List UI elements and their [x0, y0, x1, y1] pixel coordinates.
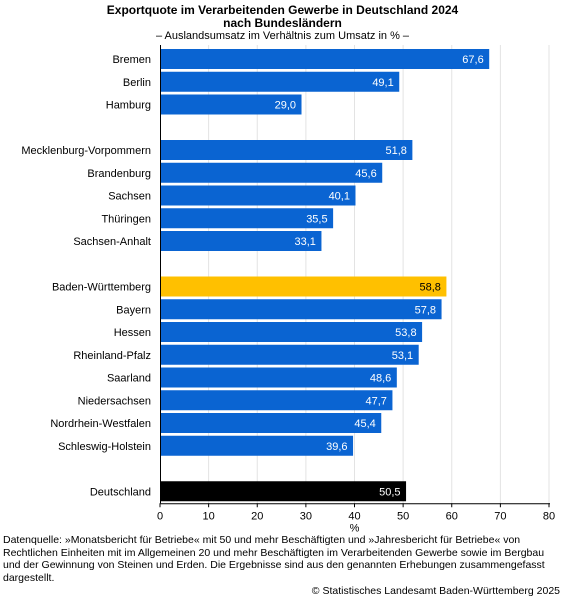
chart-subtitle: – Auslandsumsatz im Verhältnis zum Umsat… [155, 30, 410, 42]
category-label: Hamburg [106, 100, 151, 112]
category-label: Niedersachsen [78, 395, 151, 407]
bar-value-label: 47,7 [366, 395, 387, 407]
bar-value-label: 53,8 [395, 327, 416, 339]
bar [160, 435, 354, 456]
x-tick-label: 0 [157, 510, 163, 522]
bar-value-label: 53,1 [392, 350, 413, 362]
category-label: Sachsen [108, 191, 151, 203]
category-label: Bremen [112, 54, 151, 66]
bar-value-label: 35,5 [306, 213, 327, 225]
category-label: Nordrhein-Westfalen [50, 418, 151, 430]
x-tick-label: 40 [348, 510, 360, 522]
category-label: Brandenburg [87, 168, 151, 180]
bar-value-label: 45,4 [354, 418, 375, 430]
x-tick-label: 20 [251, 510, 263, 522]
bar [160, 413, 382, 433]
bar-value-label: 33,1 [295, 236, 316, 248]
bar [160, 140, 413, 160]
chart-title-line-2: nach Bundesländern [223, 16, 342, 30]
category-label: Saarland [107, 373, 151, 385]
bar-value-label: 51,8 [385, 145, 406, 157]
data-source-note: Datenquelle: »Monatsbericht für Betriebe… [3, 534, 545, 584]
x-tick-label: 80 [543, 510, 555, 522]
category-label: Berlin [123, 77, 151, 89]
bar-value-label: 40,1 [329, 191, 350, 203]
bar-value-label: 48,6 [370, 373, 391, 385]
bar [160, 49, 490, 69]
bar-chart: Bremen 67,6 Berlin 49,1 Hamburg 29,0 Mecklenbu… [21, 45, 555, 534]
category-label: Baden-Württemberg [52, 282, 151, 294]
x-tick-label: 50 [397, 510, 409, 522]
category-label: Sachsen-Anhalt [73, 236, 151, 248]
bar [160, 322, 423, 342]
x-axis-label: % [350, 522, 360, 534]
category-label: Mecklenburg-Vorpommern [21, 145, 151, 157]
bar-value-label: 50,5 [379, 486, 400, 498]
bar-value-label: 57,8 [415, 304, 436, 316]
x-tick-label: 30 [300, 510, 312, 522]
bar-value-label: 45,6 [355, 168, 376, 180]
bar [160, 390, 393, 411]
bar [160, 208, 334, 229]
bar [160, 276, 447, 297]
bar-value-label: 29,0 [275, 100, 296, 112]
category-label: Thüringen [101, 213, 151, 225]
bar-value-label: 67,6 [462, 54, 483, 66]
bar [160, 185, 356, 206]
bar-value-label: 39,6 [326, 441, 347, 453]
bar-value-label: 49,1 [372, 77, 393, 89]
bar [160, 344, 419, 365]
x-tick-label: 60 [446, 510, 458, 522]
bar [160, 231, 322, 251]
bar [160, 94, 302, 115]
copyright-note: © Statistisches Landesamt Baden-Württemb… [311, 585, 560, 597]
x-tick-label: 70 [494, 510, 506, 522]
category-label: Deutschland [90, 486, 151, 498]
category-label: Bayern [116, 304, 151, 316]
chart-title: Exportquote im Verarbeitenden Gewerbe in… [0, 4, 565, 30]
category-label: Schleswig-Holstein [58, 441, 151, 453]
category-label: Rheinland-Pfalz [73, 350, 151, 362]
x-tick-label: 10 [203, 510, 215, 522]
bar-value-label: 58,8 [419, 282, 440, 294]
category-label: Hessen [114, 327, 151, 339]
bar [160, 71, 400, 92]
bar [160, 162, 383, 183]
bar [160, 299, 442, 320]
bar [160, 367, 397, 388]
chart-title-line-1: Exportquote im Verarbeitenden Gewerbe in… [106, 3, 459, 17]
bar [160, 481, 407, 502]
